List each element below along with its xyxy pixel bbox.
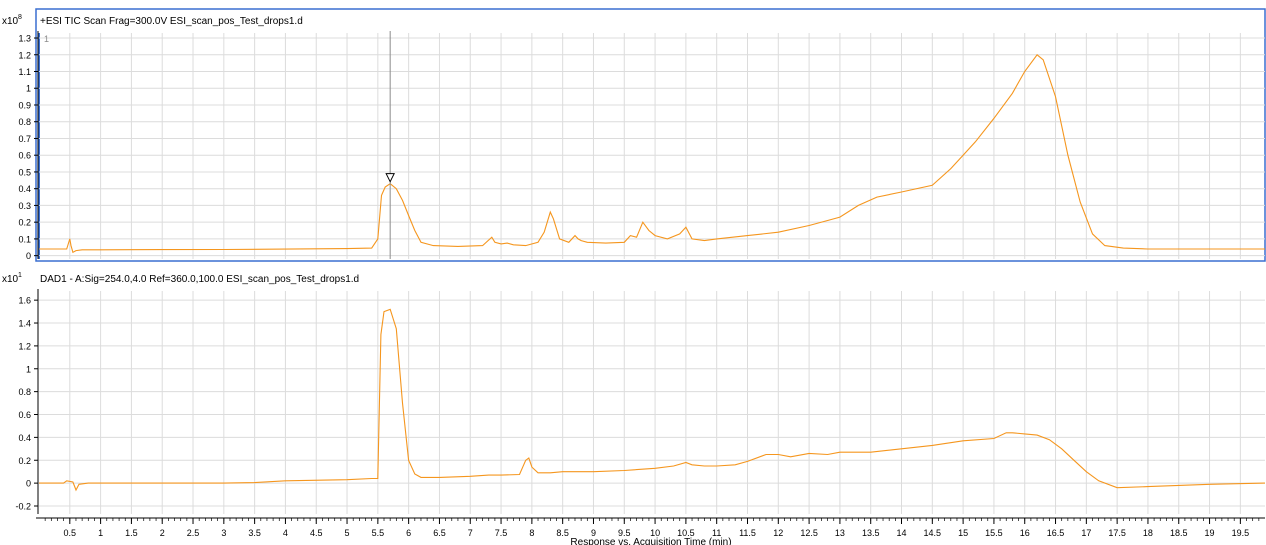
- tic-panel-frame: [35, 8, 1266, 262]
- tic-y-tick-label: 0: [26, 251, 31, 261]
- tic-y-tick-label: 1.3: [18, 34, 31, 44]
- x-tick-label: 18.5: [1170, 528, 1188, 538]
- x-tick-label: 3: [221, 528, 226, 538]
- x-tick-label: 15: [958, 528, 968, 538]
- tic-y-axis: 0 0.1 0.2 0.3 0.4 0.5 0.6 0.7 0.8 0.9 1 1.1 1.2 1.3: [18, 31, 39, 261]
- x-tick-label: 11.5: [739, 528, 756, 538]
- x-tick-label: 7.5: [495, 528, 508, 538]
- x-tick-label: 18: [1143, 528, 1153, 538]
- x-tick-label: 12: [773, 528, 783, 538]
- tic-panel[interactable]: 0 0.1 0.2 0.3 0.4 0.5 0.6 0.7 0.8 0.9 1 1.1 1.2 1.3 x…: [2, 8, 1266, 262]
- dad-trace-line: [39, 308, 1266, 492]
- x-tick-label: 13.5: [862, 528, 880, 538]
- dad-y-tick-label: 1.4: [18, 319, 31, 329]
- dad-y-tick-label: 0.8: [18, 387, 31, 397]
- x-tick-label: 15.5: [985, 528, 1003, 538]
- dad-panel[interactable]: -0.200.20.40.60.811.21.41.6 0.5 1 1.5 2 2.5 3…: [2, 272, 1266, 545]
- x-tick-label: 17.5: [1108, 528, 1126, 538]
- tic-y-tick-label: 0.3: [18, 201, 31, 211]
- x-tick-label: 6.5: [433, 528, 446, 538]
- tic-scale-label: x10: [2, 16, 19, 27]
- dad-y-tick-label: -0.2: [15, 501, 31, 511]
- x-tick-label: 16: [1020, 528, 1030, 538]
- x-tick-label: 9.5: [618, 528, 631, 538]
- x-tick-label: 14.5: [924, 528, 942, 538]
- tic-y-tick-label: 0.5: [18, 167, 31, 177]
- selected-peak-marker-icon[interactable]: [385, 173, 395, 183]
- tic-y-tick-label: 0.4: [18, 184, 31, 194]
- x-tick-label: 7: [468, 528, 473, 538]
- x-tick-label: 0.5: [64, 528, 77, 538]
- dad-grid: [39, 291, 1265, 514]
- dad-y-axis: -0.2 0 0.2 0.4 0.6 0.8 1 1.2 1.4 1.6: [15, 289, 39, 514]
- tic-y-tick-label: 0.2: [18, 218, 31, 228]
- tic-y-tick-label: 0.9: [18, 100, 31, 110]
- x-tick-label: 9: [591, 528, 596, 538]
- x-tick-label: 2: [160, 528, 165, 538]
- x-tick-label: 19: [1205, 528, 1215, 538]
- x-tick-label: 3.5: [248, 528, 261, 538]
- dad-title: DAD1 - A:Sig=254.0,4.0 Ref=360.0,100.0 E…: [40, 274, 359, 285]
- dad-y-tick-label: 1.6: [18, 296, 31, 306]
- x-axis-label: Response vs. Acquisition Time (min): [570, 537, 731, 545]
- x-tick-label: 8: [529, 528, 534, 538]
- x-tick-label: 5: [345, 528, 350, 538]
- x-tick-label: 11: [712, 528, 721, 538]
- x-tick-label: 10.5: [677, 528, 695, 538]
- tic-trace-line: [39, 54, 1265, 254]
- x-tick-label: 19.5: [1232, 528, 1250, 538]
- time-x-axis: 0.5 1 1.5 2 2.5 3 3.5 4 4.5 5 5.5 6 6.5 7 7.5 8 8.5 9 9.5 1…: [36, 517, 1265, 538]
- tic-y-tick-label: 0.1: [18, 234, 31, 244]
- x-tick-label: 4.5: [310, 528, 323, 538]
- tic-scale-exponent: 8: [18, 14, 22, 21]
- tic-y-tick-label: 1: [26, 84, 31, 94]
- dad-y-tick-label: 1.2: [18, 341, 31, 351]
- dad-y-tick-label: 0.2: [18, 456, 31, 466]
- x-tick-label: 17: [1081, 528, 1091, 538]
- tic-grid: [39, 33, 1265, 259]
- x-tick-label: 6: [406, 528, 411, 538]
- x-tick-label: 8.5: [556, 528, 569, 538]
- x-tick-label: 1: [98, 528, 103, 538]
- tic-y-tick-label: 0.7: [18, 134, 31, 144]
- x-tick-label: 14: [897, 528, 907, 538]
- dad-y-tick-label: 1: [26, 364, 31, 374]
- dad-y-tick-label: 0: [26, 479, 31, 489]
- x-tick-label: 13: [835, 528, 845, 538]
- dad-scale-label: x10: [2, 274, 19, 285]
- x-tick-label: 12.5: [800, 528, 818, 538]
- x-tick-label: 4: [283, 528, 288, 538]
- dad-y-tick-label: 0.4: [18, 433, 31, 443]
- tic-title: +ESI TIC Scan Frag=300.0V ESI_scan_pos_T…: [40, 16, 303, 27]
- tic-y-tick-label: 0.8: [18, 117, 31, 127]
- dad-y-tick-label: 0.6: [18, 410, 31, 420]
- x-tick-label: 2.5: [187, 528, 200, 538]
- tic-y-tick-label: 1.2: [18, 50, 31, 60]
- x-tick-label: 5.5: [372, 528, 385, 538]
- tic-y-tick-label: 1.1: [18, 67, 31, 77]
- x-tick-label: 1.5: [125, 528, 138, 538]
- x-tick-label: 16.5: [1047, 528, 1065, 538]
- tic-y-tick-label: 0.6: [18, 151, 31, 161]
- x-tick-label: 10: [650, 528, 660, 538]
- tic-trace-number: 1: [44, 34, 49, 44]
- dad-scale-exponent: 1: [18, 272, 22, 279]
